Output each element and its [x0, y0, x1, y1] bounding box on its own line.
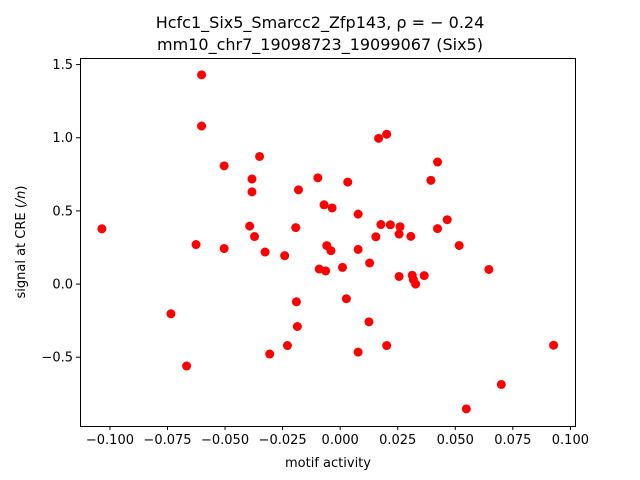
data-point-0	[97, 224, 107, 234]
data-point-45	[406, 231, 416, 241]
y-tick-label: 0.0	[52, 278, 73, 293]
x-tick-label: −0.100	[86, 433, 134, 448]
data-point-51	[433, 157, 443, 167]
data-point-48	[411, 279, 421, 289]
chart-title-line-1: Hcfc1_Six5_Smarcc2_Zfp143, ρ = − 0.24	[155, 13, 485, 32]
data-point-37	[374, 133, 384, 143]
y-axis-label-suffix: )	[14, 185, 29, 190]
data-point-39	[382, 129, 392, 139]
data-point-18	[291, 297, 301, 307]
y-tick-label: 1.0	[52, 131, 73, 146]
x-tick-label: 0.050	[437, 433, 474, 448]
data-point-3	[191, 240, 201, 250]
data-point-9	[247, 174, 257, 184]
data-point-35	[365, 258, 375, 268]
data-point-12	[255, 151, 265, 161]
data-point-27	[327, 203, 337, 213]
x-tick-label: 0.025	[379, 433, 416, 448]
x-tick-label: 0.100	[552, 433, 589, 448]
data-point-17	[291, 223, 301, 233]
data-point-20	[293, 185, 303, 195]
data-point-38	[376, 220, 386, 230]
data-point-53	[442, 215, 452, 225]
data-point-42	[394, 229, 404, 239]
data-point-54	[454, 240, 464, 250]
data-point-26	[326, 246, 336, 256]
data-point-24	[321, 266, 331, 276]
data-point-15	[280, 251, 290, 261]
data-point-36	[371, 232, 381, 242]
data-point-57	[496, 379, 506, 389]
data-point-58	[549, 340, 559, 350]
x-tick-label: 0.000	[322, 433, 359, 448]
data-point-56	[484, 264, 494, 274]
data-point-52	[433, 224, 443, 234]
y-axis-label-prefix: signal at CRE (	[14, 203, 29, 298]
data-point-2	[182, 361, 192, 371]
data-point-14	[265, 349, 275, 359]
data-point-16	[282, 341, 292, 351]
points-layer	[97, 70, 559, 414]
data-point-8	[245, 221, 255, 231]
data-point-30	[343, 177, 353, 187]
data-point-50	[426, 175, 436, 185]
x-tick-label: −0.050	[201, 433, 249, 448]
data-point-43	[394, 271, 404, 281]
data-point-23	[319, 200, 329, 210]
data-point-5	[197, 121, 207, 131]
data-point-10	[247, 187, 257, 197]
data-point-41	[385, 220, 395, 230]
y-axis: −0.5 0.0 0.5 1.0 1.5	[41, 58, 80, 366]
data-point-4	[197, 70, 207, 80]
data-point-34	[364, 317, 374, 327]
data-point-44	[395, 222, 405, 232]
x-axis: −0.100 −0.075 −0.050 −0.025 0.000 0.025 0.050 0…	[86, 426, 589, 448]
y-tick-label: 1.5	[52, 58, 73, 73]
x-tick-label: −0.075	[143, 433, 191, 448]
chart-title-line-2: mm10_chr7_19098723_19099067 (Six5)	[157, 35, 483, 54]
data-point-13	[260, 247, 270, 257]
data-point-32	[353, 244, 363, 254]
data-point-33	[353, 347, 363, 357]
data-point-49	[419, 271, 429, 281]
data-point-31	[353, 209, 363, 219]
data-point-29	[341, 294, 351, 304]
data-point-6	[219, 161, 229, 171]
data-point-55	[461, 404, 471, 414]
y-tick-label: 0.5	[52, 204, 73, 219]
y-tick-label: −0.5	[41, 351, 73, 366]
x-axis-label: motif activity	[285, 456, 371, 471]
x-tick-label: −0.025	[259, 433, 307, 448]
plot-frame	[80, 58, 576, 427]
data-point-11	[250, 232, 260, 242]
data-point-1	[166, 309, 176, 319]
x-tick-label: 0.075	[494, 433, 531, 448]
y-axis-label: signal at CRE (/n)	[14, 185, 29, 298]
data-point-40	[382, 341, 392, 351]
data-point-28	[337, 262, 347, 272]
data-point-19	[292, 322, 302, 331]
y-axis-label-italic: /n	[14, 191, 29, 205]
data-point-7	[219, 244, 229, 254]
data-point-21	[313, 173, 323, 183]
